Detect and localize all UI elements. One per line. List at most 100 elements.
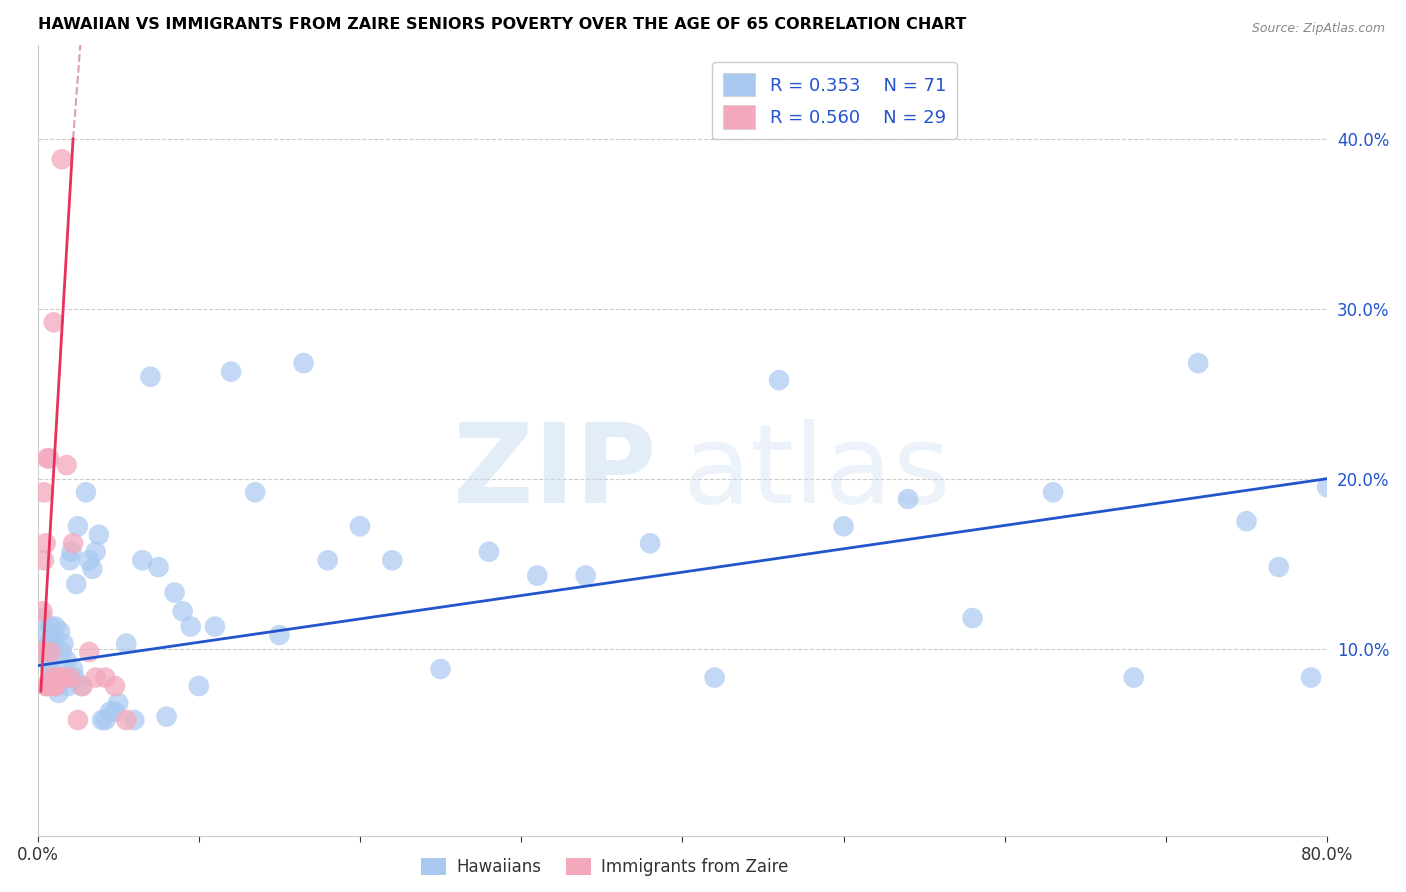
Point (84, 545, 107, 559)
Point (53, 671, 76, 685)
Point (94, 671, 117, 685)
Text: HAWAIIAN VS IMMIGRANTS FROM ZAIRE SENIORS POVERTY OVER THE AGE OF 65 CORRELATION: HAWAIIAN VS IMMIGRANTS FROM ZAIRE SENIOR… (38, 17, 966, 32)
Text: ZIP: ZIP (453, 418, 657, 525)
Point (316, 553, 339, 567)
Point (55, 654, 77, 668)
Point (82, 562, 104, 576)
Point (575, 568, 598, 582)
Point (155, 709, 177, 723)
Point (187, 679, 209, 693)
Point (638, 536, 661, 550)
Point (37, 645, 59, 659)
Point (48, 686, 70, 700)
Point (34, 536, 56, 550)
Point (55, 458, 77, 472)
Point (70, 679, 93, 693)
Point (269, 628, 291, 642)
Point (41, 671, 63, 685)
Point (897, 492, 920, 507)
Point (42, 671, 65, 685)
Point (31, 611, 53, 625)
Point (962, 611, 984, 625)
Point (66, 713, 89, 727)
Point (1187, 356, 1209, 370)
Point (381, 553, 404, 567)
Point (349, 519, 371, 533)
Point (75, 485, 97, 500)
Point (51, 152, 73, 166)
Point (58, 679, 80, 693)
Point (139, 369, 162, 384)
Point (41, 635, 63, 649)
Point (1236, 514, 1258, 528)
Point (292, 356, 315, 370)
Point (204, 619, 226, 633)
Point (104, 679, 127, 693)
Point (34, 628, 56, 642)
Point (42, 679, 65, 693)
Point (115, 713, 138, 727)
Point (37, 451, 59, 466)
Point (131, 553, 153, 567)
Point (429, 662, 451, 676)
Point (87, 528, 110, 542)
Point (1316, 480, 1339, 494)
Point (51, 645, 73, 659)
Point (245, 485, 267, 500)
Point (46, 679, 69, 693)
Point (72, 679, 94, 693)
Point (832, 519, 855, 533)
Point (148, 560, 170, 574)
Point (124, 713, 146, 727)
Point (44, 619, 66, 633)
Point (38, 635, 60, 649)
Point (98, 705, 121, 719)
Point (49, 671, 72, 685)
Point (31, 604, 53, 618)
Point (39, 645, 62, 659)
Point (1267, 560, 1289, 574)
Point (42, 632, 65, 646)
Point (62, 662, 84, 676)
Point (703, 671, 725, 685)
Text: atlas: atlas (682, 418, 950, 525)
Point (526, 568, 548, 582)
Point (49, 624, 72, 639)
Point (1122, 671, 1144, 685)
Point (52, 671, 75, 685)
Point (104, 705, 127, 719)
Point (115, 636, 138, 650)
Point (1299, 671, 1322, 685)
Point (1042, 485, 1064, 500)
Point (38, 679, 60, 693)
Point (219, 365, 242, 379)
Point (77, 645, 100, 659)
Point (44, 679, 66, 693)
Point (63, 671, 86, 685)
Point (65, 577, 87, 591)
Point (180, 619, 202, 633)
Point (59, 553, 82, 567)
Point (42, 315, 65, 329)
Point (77, 553, 100, 567)
Point (39, 619, 62, 633)
Point (37, 679, 59, 693)
Point (768, 373, 790, 387)
Point (478, 545, 501, 559)
Legend: Hawaiians, Immigrants from Zaire: Hawaiians, Immigrants from Zaire (415, 851, 796, 882)
Text: Source: ZipAtlas.com: Source: ZipAtlas.com (1251, 22, 1385, 36)
Point (52, 636, 75, 650)
Point (91, 713, 114, 727)
Point (172, 604, 194, 618)
Point (66, 519, 89, 533)
Point (32, 553, 55, 567)
Point (46, 671, 69, 685)
Point (94, 713, 117, 727)
Point (38, 451, 60, 466)
Point (62, 536, 84, 550)
Point (34, 679, 56, 693)
Point (84, 671, 107, 685)
Point (107, 696, 129, 710)
Point (38, 655, 60, 669)
Point (32, 485, 55, 500)
